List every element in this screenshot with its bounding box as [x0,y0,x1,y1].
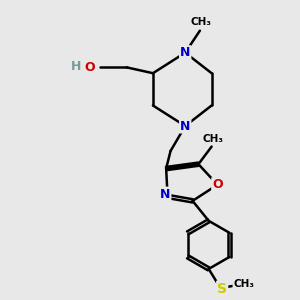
Text: S: S [217,282,227,296]
Text: N: N [160,188,170,201]
Text: N: N [180,46,190,59]
Text: N: N [180,119,190,133]
Text: CH₃: CH₃ [191,17,212,27]
Text: CH₃: CH₃ [233,279,254,289]
Text: CH₃: CH₃ [202,134,224,144]
Text: O: O [85,61,95,74]
Text: H: H [70,60,81,73]
Text: O: O [212,178,223,191]
